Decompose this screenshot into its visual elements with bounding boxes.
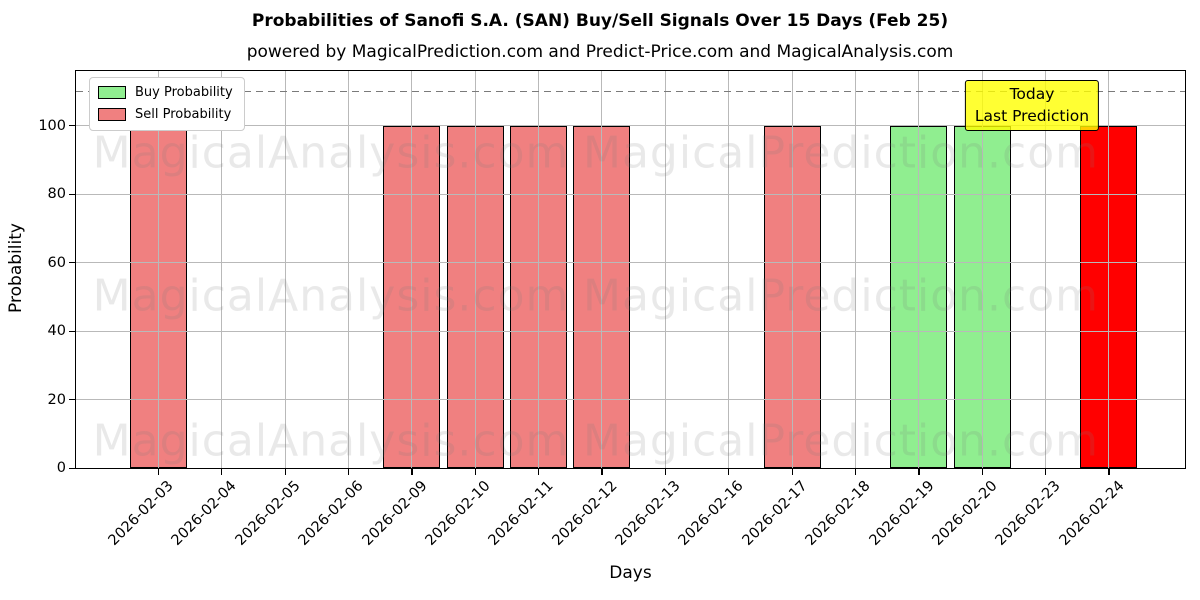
buy-swatch-icon xyxy=(98,86,126,99)
x-tick-mark xyxy=(981,469,983,475)
y-tick-mark xyxy=(69,399,75,401)
x-tick-label: 2026-02-05 xyxy=(232,478,304,549)
v-gridline xyxy=(1045,71,1047,468)
x-tick-label: 2026-02-17 xyxy=(739,478,811,549)
v-gridline xyxy=(981,71,983,468)
v-gridline xyxy=(411,71,413,468)
x-tick-label: 2026-02-20 xyxy=(929,478,1001,549)
watermark-text: MagicalAnalysis.com xyxy=(92,270,570,322)
y-tick-label: 0 xyxy=(56,460,66,476)
x-tick-mark xyxy=(1108,469,1110,475)
x-tick-mark xyxy=(601,469,603,475)
sell-swatch-icon xyxy=(98,108,126,121)
x-tick-mark xyxy=(411,469,413,475)
y-tick-label: 80 xyxy=(47,186,66,203)
y-tick-mark xyxy=(69,125,75,127)
x-tick-mark xyxy=(284,469,286,475)
v-gridline xyxy=(601,71,603,468)
watermark-text: MagicalPrediction.com xyxy=(583,270,1099,322)
legend-label-buy: Buy Probability xyxy=(135,85,233,100)
x-tick-mark xyxy=(664,469,667,475)
v-gridline xyxy=(854,71,856,468)
y-tick-label: 20 xyxy=(47,391,66,408)
x-tick-mark xyxy=(157,469,160,475)
legend-label-sell: Sell Probability xyxy=(135,107,232,122)
legend-item-sell: Sell Probability xyxy=(98,107,233,122)
x-tick-label: 2026-02-10 xyxy=(422,478,494,549)
v-gridline xyxy=(347,71,349,468)
v-gridline xyxy=(791,71,793,468)
chart-subtitle: powered by MagicalPrediction.com and Pre… xyxy=(246,42,954,62)
x-tick-mark xyxy=(1045,469,1047,475)
y-tick-label: 100 xyxy=(38,117,66,134)
x-tick-mark xyxy=(918,469,920,475)
v-gridline xyxy=(157,71,159,468)
x-tick-label: 2026-02-11 xyxy=(486,478,557,549)
x-tick-label: 2026-02-24 xyxy=(1056,478,1128,549)
h-gridline xyxy=(76,193,1185,195)
x-tick-mark xyxy=(221,469,223,475)
x-tick-label: 2026-02-03 xyxy=(105,478,177,549)
today-annotation: Today Last Prediction xyxy=(964,80,1100,131)
y-tick-label: 40 xyxy=(47,323,66,340)
x-tick-label: 2026-02-16 xyxy=(676,478,748,549)
v-gridline xyxy=(538,71,540,468)
x-tick-label: 2026-02-13 xyxy=(612,478,684,549)
y-tick-mark xyxy=(69,467,75,469)
x-axis-label: Days xyxy=(609,563,652,583)
v-gridline xyxy=(284,71,286,468)
v-gridline xyxy=(728,71,730,468)
x-tick-label: 2026-02-09 xyxy=(359,478,431,549)
today-annotation-line1: Today xyxy=(1009,85,1055,103)
x-tick-label: 2026-02-23 xyxy=(992,478,1064,549)
y-tick-mark xyxy=(69,330,75,332)
h-gridline xyxy=(76,262,1185,264)
watermark-text: MagicalAnalysis.com xyxy=(92,127,570,179)
x-tick-mark xyxy=(728,469,730,475)
y-tick-mark xyxy=(69,262,75,264)
plot-area: Buy Probability Sell Probability Today L… xyxy=(75,70,1186,469)
today-annotation-line2: Last Prediction xyxy=(974,107,1090,126)
legend: Buy Probability Sell Probability xyxy=(89,77,245,131)
x-tick-mark xyxy=(347,469,350,475)
watermark-text: MagicalAnalysis.com xyxy=(92,415,570,467)
x-tick-mark xyxy=(474,469,476,475)
y-tick-label: 60 xyxy=(47,254,66,271)
x-tick-label: 2026-02-19 xyxy=(866,478,938,549)
v-gridline xyxy=(1108,71,1110,468)
y-tick-mark xyxy=(69,193,75,195)
x-tick-label: 2026-02-18 xyxy=(802,478,874,549)
threshold-line xyxy=(76,90,1185,93)
watermark-text: MagicalPrediction.com xyxy=(583,127,1099,179)
h-gridline xyxy=(76,330,1185,332)
x-tick-label: 2026-02-06 xyxy=(295,478,367,549)
watermark-text: MagicalPrediction.com xyxy=(583,415,1099,467)
x-tick-mark xyxy=(538,469,540,475)
x-tick-mark xyxy=(791,469,793,475)
x-tick-label: 2026-02-04 xyxy=(169,478,241,549)
legend-item-buy: Buy Probability xyxy=(98,85,233,100)
x-tick-mark xyxy=(854,469,857,475)
v-gridline xyxy=(664,71,666,468)
v-gridline xyxy=(474,71,476,468)
h-gridline xyxy=(76,125,1185,127)
v-gridline xyxy=(918,71,920,468)
h-gridline xyxy=(76,399,1185,401)
x-tick-label: 2026-02-12 xyxy=(549,478,621,549)
v-gridline xyxy=(221,71,223,468)
chart-title: Probabilities of Sanofi S.A. (SAN) Buy/S… xyxy=(251,11,949,31)
